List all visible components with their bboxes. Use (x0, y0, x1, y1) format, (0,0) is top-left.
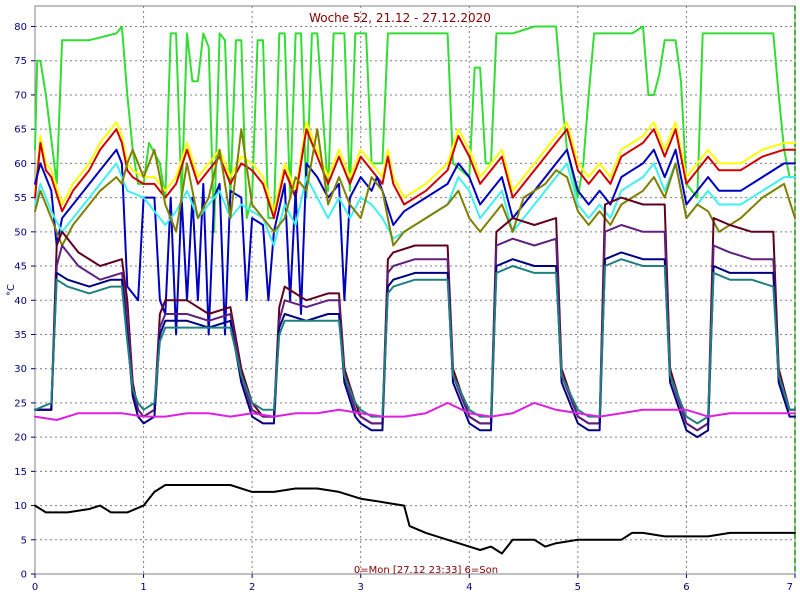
series-line-6 (34, 128, 796, 247)
y-tick-label: 25 (14, 398, 27, 409)
series-line-4 (34, 148, 796, 336)
y-tick-label: 35 (14, 330, 27, 341)
y-tick-label: 10 (14, 501, 27, 512)
y-tick-label: 60 (14, 159, 27, 170)
y-tick-label: 20 (14, 433, 27, 444)
x-tick-label: 2 (249, 582, 255, 593)
y-axis-ticks: 0 5 10 15 20 25 30 35 40 45 50 55 60 65 70 75 80 (14, 22, 35, 581)
y-tick-label: 30 (14, 364, 27, 375)
y-tick-label: 5 (21, 535, 27, 546)
y-axis-label: °C (6, 284, 17, 296)
chart-title: Woche 52, 21.12 - 27.12.2020 (309, 11, 491, 25)
chart-subtitle: 0=Mon [27.12 23:33] 6=Son (354, 565, 498, 576)
y-tick-label: 40 (14, 296, 27, 307)
y-tick-label: 80 (14, 22, 27, 33)
series-line-5 (34, 162, 796, 247)
x-tick-label: 7 (787, 582, 793, 593)
x-tick-label: 4 (466, 582, 472, 593)
y-tick-label: 0 (21, 570, 27, 581)
grid (34, 5, 796, 575)
x-tick-label: 1 (140, 582, 146, 593)
series-lines (34, 25, 796, 555)
x-tick-label: 6 (683, 582, 689, 593)
y-tick-label: 65 (14, 125, 27, 136)
y-tick-label: 55 (14, 193, 27, 204)
x-axis-ticks: 0 1 2 3 4 5 6 7 (32, 574, 796, 593)
series-line-2 (34, 121, 796, 213)
x-tick-label: 3 (358, 582, 364, 593)
x-tick-label: 5 (575, 582, 581, 593)
series-line-11 (34, 401, 796, 421)
series-line-10 (34, 258, 796, 425)
x-tick-label: 0 (32, 582, 38, 593)
y-tick-label: 70 (14, 90, 27, 101)
y-tick-label: 15 (14, 467, 27, 478)
y-tick-label: 75 (14, 56, 27, 67)
series-line-1 (34, 25, 796, 233)
y-tick-label: 45 (14, 262, 27, 273)
y-tick-label: 50 (14, 227, 27, 238)
series-line-12 (34, 484, 796, 555)
